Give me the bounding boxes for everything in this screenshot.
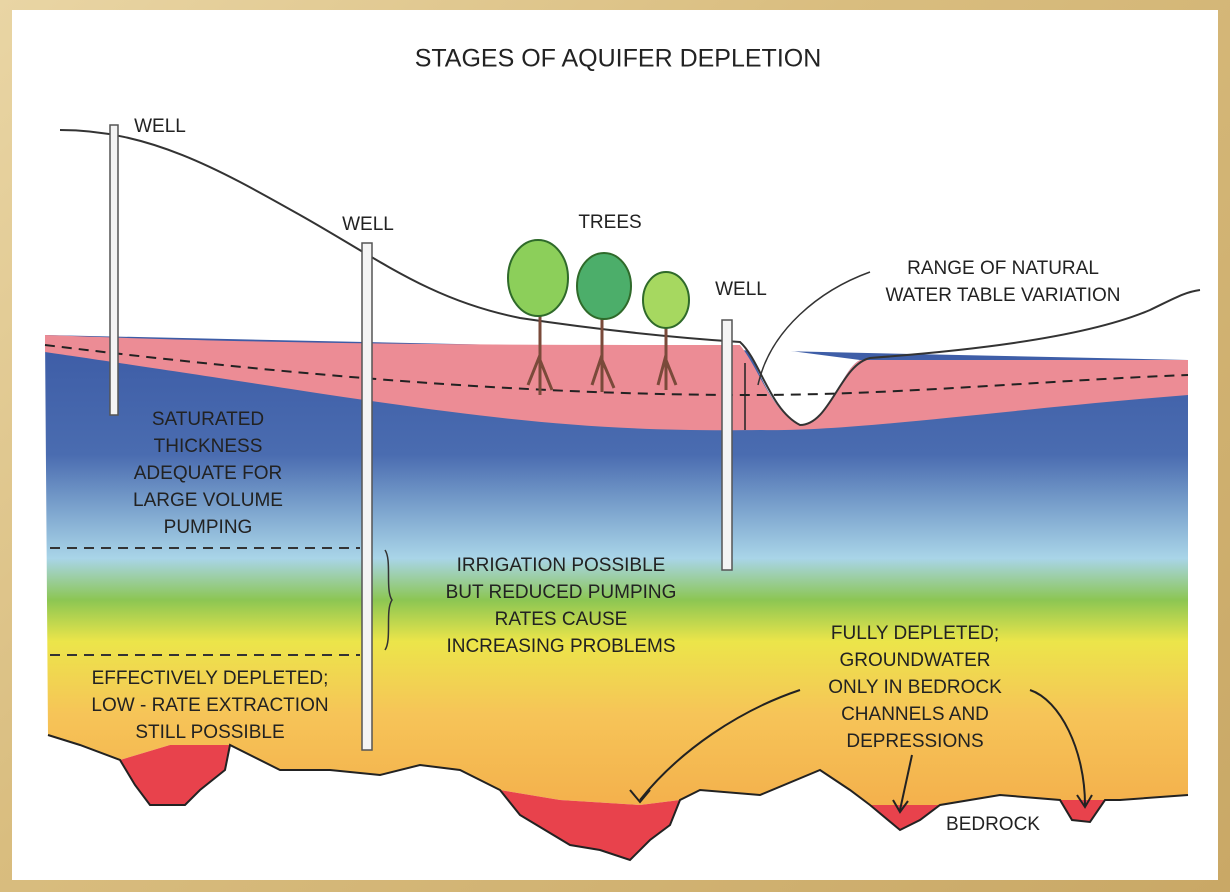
callout-line: GROUNDWATER <box>840 650 991 671</box>
callout-line: FULLY DEPLETED; <box>831 623 999 644</box>
diagram: STAGES OF AQUIFER DEPLETION WELL WELL WE… <box>0 0 1230 892</box>
callout-line: ADEQUATE FOR <box>134 463 283 484</box>
trees-label: TREES <box>578 212 641 233</box>
callout-line: BUT REDUCED PUMPING <box>446 582 677 603</box>
callout-line: THICKNESS <box>154 436 263 457</box>
well <box>110 125 118 415</box>
bedrock-label: BEDROCK <box>946 814 1040 835</box>
callout-line: LOW - RATE EXTRACTION <box>91 695 328 716</box>
callout-line: SATURATED <box>152 409 264 430</box>
callout-line: PUMPING <box>164 517 253 538</box>
well <box>362 243 372 750</box>
callout-line: RANGE OF NATURAL <box>907 258 1099 279</box>
callout-line: WATER TABLE VARIATION <box>885 285 1120 306</box>
title: STAGES OF AQUIFER DEPLETION <box>415 45 822 73</box>
callout-line: CHANNELS AND <box>841 704 989 725</box>
callout-line: INCREASING PROBLEMS <box>446 636 675 657</box>
callout-line: EFFECTIVELY DEPLETED; <box>92 668 329 689</box>
callout-line: LARGE VOLUME <box>133 490 283 511</box>
callout-line: IRRIGATION POSSIBLE <box>457 555 666 576</box>
callout-line: RATES CAUSE <box>495 609 628 630</box>
well-label: WELL <box>715 279 767 300</box>
well-label: WELL <box>342 214 394 235</box>
callout-line: ONLY IN BEDROCK <box>828 677 1002 698</box>
well <box>722 320 732 570</box>
page: {"header": {"title": "STAGES OF AQUIFER … <box>0 0 1230 892</box>
callout-line: STILL POSSIBLE <box>135 722 284 743</box>
well-label: WELL <box>134 116 186 137</box>
callout-line: DEPRESSIONS <box>846 731 983 752</box>
